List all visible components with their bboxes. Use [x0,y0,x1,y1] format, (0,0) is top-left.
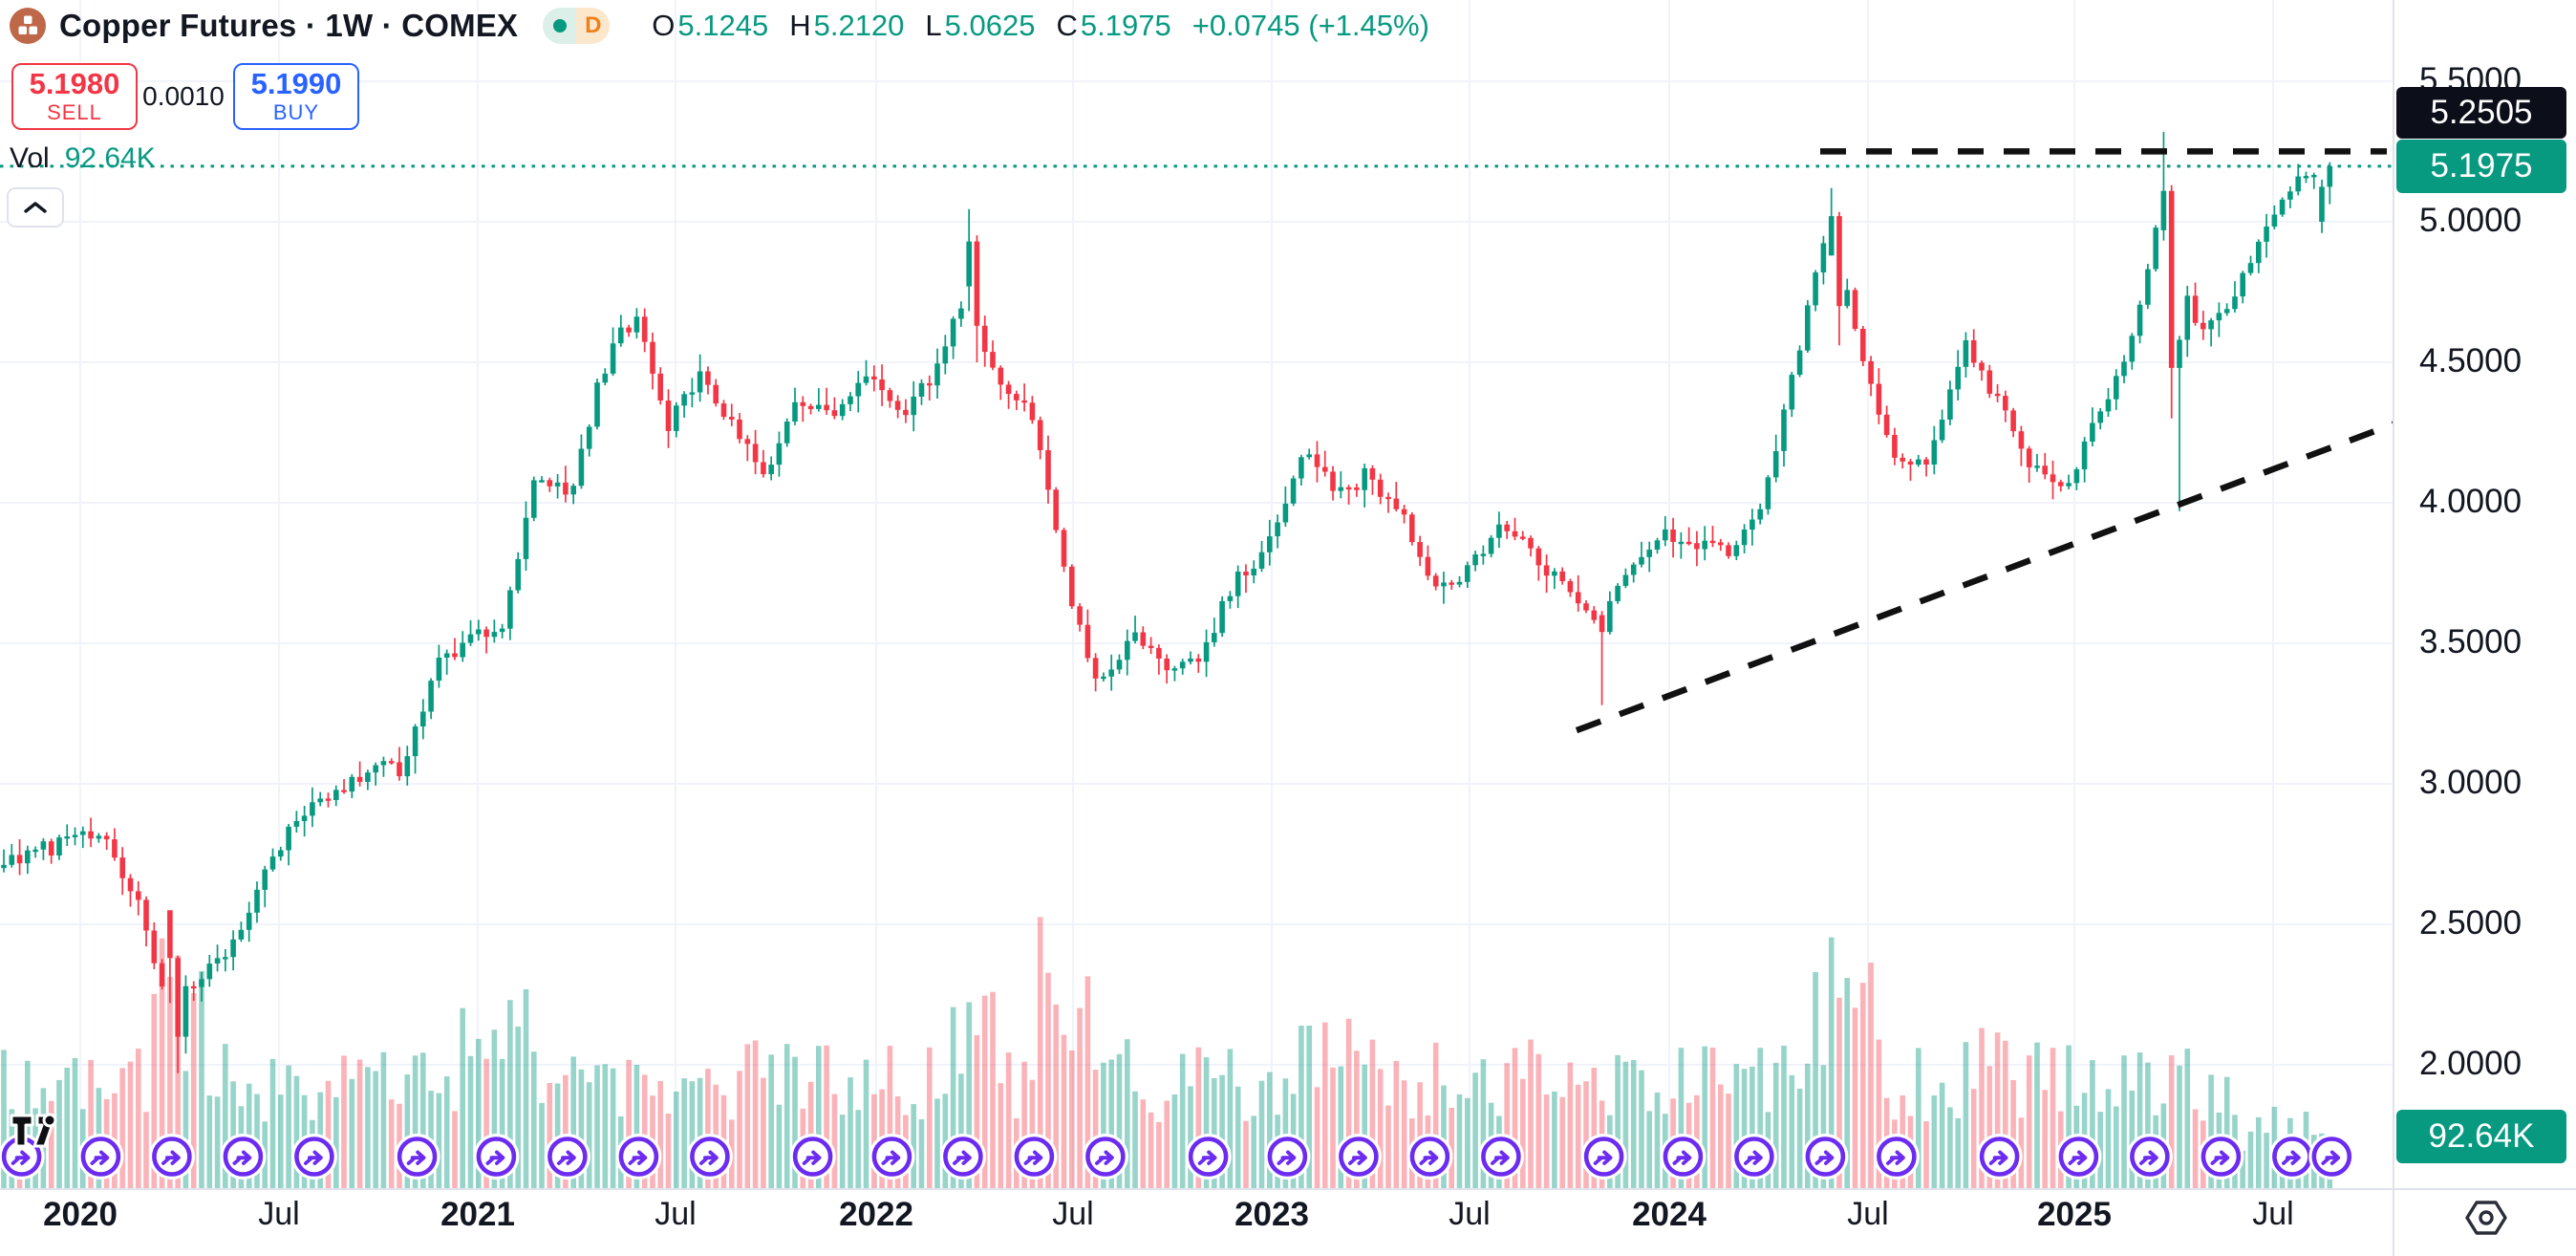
settings-gear-icon[interactable] [2463,1197,2509,1239]
contract-rollover-icon[interactable] [544,1134,590,1180]
price-tick-label: 3.5000 [2419,623,2522,660]
contract-rollover-icon[interactable] [1477,1134,1524,1180]
copper-symbol-icon [10,8,46,44]
sell-label: SELL [47,100,102,124]
volume-badge: 92.64K [2396,1110,2566,1163]
contract-rollover-icon[interactable] [0,1134,45,1180]
contract-rollover-icon[interactable] [1873,1134,1920,1180]
contract-rollover-icon[interactable] [2268,1134,2315,1180]
contract-rollover-icon[interactable] [1580,1134,1627,1180]
time-tick-label: 2021 [440,1196,515,1233]
price-tick-label: 4.0000 [2419,483,2522,520]
contract-rollover-icon[interactable] [2308,1134,2355,1180]
market-open-dot-icon [552,19,567,32]
grid-lines [0,0,2394,1189]
trendlines[interactable] [0,148,2394,734]
time-tick-label: 2022 [839,1196,913,1233]
buy-label: BUY [272,100,320,124]
price-tick-label: 4.5000 [2419,342,2522,379]
price-tick-label: 2.0000 [2419,1045,2522,1082]
contract-rollover-icon[interactable] [1335,1134,1382,1180]
contract-rollover-icon[interactable] [1660,1134,1707,1180]
price-tick-label: 5.0000 [2419,202,2522,239]
close-value: 5.1975 [1080,9,1171,42]
time-tick-label: Jul [258,1196,300,1232]
candles [1,131,2333,1073]
time-tick-label: Jul [1449,1196,1491,1232]
time-tick-label: 2025 [2037,1196,2112,1233]
time-tick-label: 2023 [1234,1196,1309,1233]
resistance-price-badge: 5.2505 [2396,86,2566,139]
price-tick-label: 3.0000 [2419,764,2522,801]
last-price-badge: 5.1975 [2396,139,2566,193]
market-status-pill[interactable]: D [543,8,611,44]
time-tick-label: Jul [2252,1196,2294,1232]
chevron-up-icon [24,202,47,213]
contract-rollover-icon[interactable] [290,1134,337,1180]
contract-rollover-icon[interactable] [939,1134,986,1180]
open-value: 5.1245 [677,9,769,42]
low-value: 5.0625 [944,9,1036,42]
buy-button[interactable]: 5.1990 BUY [233,63,359,130]
contract-rollover-icon[interactable] [789,1134,836,1180]
high-value: 5.2120 [813,9,905,42]
rollover-markers[interactable] [0,1134,2355,1180]
contract-rollover-icon[interactable] [148,1134,195,1180]
contract-rollover-icon[interactable] [1406,1134,1453,1180]
contract-rollover-icon[interactable] [1730,1134,1777,1180]
contract-rollover-icon[interactable] [473,1134,520,1180]
contract-rollover-icon[interactable] [2055,1134,2102,1180]
change-value: +0.0745 (+1.45%) [1191,9,1429,42]
volume-label: Vol [10,142,50,174]
time-tick-label: Jul [1052,1196,1094,1232]
high-label: H [789,9,811,42]
contract-rollover-icon[interactable] [1185,1134,1232,1180]
contract-rollover-icon[interactable] [1011,1134,1058,1180]
delayed-data-badge: D [576,8,611,44]
close-label: C [1056,9,1078,42]
contract-rollover-icon[interactable] [615,1134,662,1180]
contract-rollover-icon[interactable] [220,1134,267,1180]
sell-button[interactable]: 5.1980 SELL [11,63,138,130]
time-tick-label: Jul [1847,1196,1889,1232]
time-tick-label: 2024 [1632,1196,1707,1233]
contract-rollover-icon[interactable] [1264,1134,1311,1180]
contract-rollover-icon[interactable] [686,1134,733,1180]
contract-rollover-icon[interactable] [2126,1134,2173,1180]
open-label: O [652,9,676,42]
collapse-legend-button[interactable] [7,187,64,227]
contract-rollover-icon[interactable] [2198,1134,2244,1180]
contract-rollover-icon[interactable] [1802,1134,1849,1180]
spread-value: 0.0010 [142,81,225,111]
time-tick-label: 2020 [43,1196,118,1233]
price-tick-label: 2.5000 [2419,904,2522,942]
volume-value: 92.64K [64,142,156,174]
volume-legend[interactable]: Vol 92.64K [10,142,156,175]
contract-rollover-icon[interactable] [1976,1134,2023,1180]
contract-rollover-icon[interactable] [394,1134,440,1180]
tradingview-logo-icon[interactable] [10,1112,59,1152]
low-label: L [925,9,942,42]
sell-price: 5.1980 [29,67,120,100]
symbol-title[interactable]: Copper Futures · 1W · COMEX [59,8,519,43]
contract-rollover-icon[interactable] [869,1134,915,1180]
contract-rollover-icon[interactable] [1082,1134,1128,1180]
time-tick-label: Jul [655,1196,697,1232]
buy-price: 5.1990 [250,67,342,100]
ohlc-legend: O 5.1245 H 5.2120 L 5.0625 C 5.1975 +0.0745 … [652,9,1429,43]
contract-rollover-icon[interactable] [77,1134,124,1180]
